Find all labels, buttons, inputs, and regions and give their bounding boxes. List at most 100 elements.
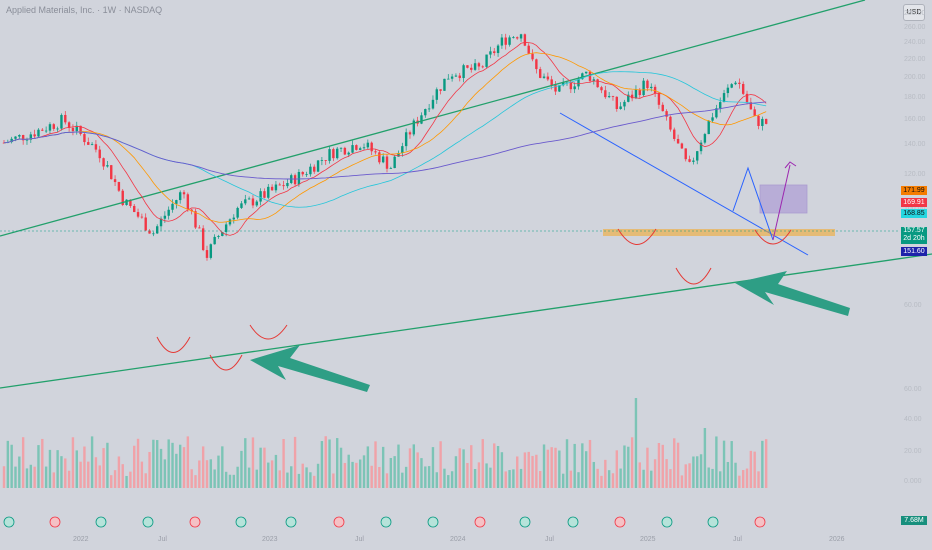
volume-bar bbox=[259, 447, 262, 488]
volume-bar bbox=[508, 470, 511, 488]
candle-body bbox=[734, 82, 737, 85]
candle-body bbox=[259, 191, 262, 202]
candle-body bbox=[458, 75, 461, 79]
bottom-arc-1 bbox=[156, 336, 191, 353]
event-marker bbox=[235, 516, 247, 528]
volume-bar bbox=[539, 471, 542, 488]
volume-bar bbox=[703, 428, 707, 488]
candle-body bbox=[676, 138, 680, 144]
volume-bar bbox=[504, 471, 507, 488]
volume-bar bbox=[309, 472, 312, 488]
candle-body bbox=[194, 211, 197, 228]
candle-body bbox=[600, 87, 603, 91]
candle-body bbox=[305, 174, 308, 176]
volume-bar bbox=[79, 461, 82, 488]
candle-body bbox=[604, 90, 607, 98]
candle-body bbox=[719, 102, 722, 109]
candle-body bbox=[274, 184, 278, 191]
candle-body bbox=[221, 231, 224, 237]
channel-upper-line[interactable] bbox=[0, 0, 866, 237]
currency-button[interactable]: USD bbox=[903, 4, 925, 21]
event-marker bbox=[3, 516, 15, 528]
volume-bar bbox=[282, 439, 285, 488]
candle-body bbox=[623, 101, 626, 107]
candle-body bbox=[753, 109, 756, 116]
volume-bar bbox=[500, 452, 504, 488]
candle-body bbox=[113, 179, 117, 183]
price-badge: 151.60 bbox=[901, 247, 927, 256]
volume-bar bbox=[297, 473, 301, 488]
y-tick-label: 260.00 bbox=[904, 24, 926, 32]
volume-bar bbox=[462, 449, 465, 488]
volume-bar bbox=[106, 442, 109, 488]
volume-bar bbox=[244, 438, 247, 488]
volume-bar bbox=[286, 472, 289, 488]
candle-body bbox=[332, 149, 335, 159]
separator-2: · bbox=[118, 5, 122, 15]
x-tick-label: Jul bbox=[158, 536, 167, 543]
candle-body bbox=[669, 116, 672, 130]
candle-body bbox=[362, 147, 366, 149]
candle-body bbox=[297, 171, 301, 185]
volume-bar bbox=[730, 441, 733, 488]
event-marker bbox=[95, 516, 107, 528]
symbol-legend[interactable]: Applied Materials, Inc. · 1W · NASDAQ bbox=[6, 5, 162, 15]
y-tick-label: 120.00 bbox=[904, 170, 926, 178]
candle-body bbox=[397, 153, 400, 157]
candle-body bbox=[489, 51, 492, 55]
candle-body bbox=[156, 226, 159, 234]
candle-body bbox=[106, 165, 109, 167]
moving-averages bbox=[3, 42, 767, 236]
candle-body bbox=[504, 37, 507, 45]
event-marker bbox=[707, 516, 719, 528]
candle-body bbox=[715, 108, 718, 118]
volume-bar bbox=[646, 447, 649, 488]
candle-body bbox=[224, 224, 228, 232]
volume-bar bbox=[745, 468, 749, 488]
candle-body bbox=[60, 114, 63, 129]
target-box[interactable] bbox=[759, 184, 808, 214]
volume-bar bbox=[427, 466, 431, 488]
candle-body bbox=[385, 156, 389, 169]
separator-1: · bbox=[97, 5, 101, 15]
candle-body bbox=[561, 82, 565, 86]
volume-bar bbox=[87, 461, 90, 488]
volume-bar bbox=[401, 472, 404, 488]
volume-bar bbox=[320, 441, 324, 488]
candle-body bbox=[159, 218, 163, 227]
harmonic-pattern[interactable] bbox=[732, 166, 774, 241]
candle-body bbox=[94, 144, 98, 150]
candle-body bbox=[519, 34, 523, 39]
volume-bar bbox=[512, 469, 515, 488]
candle-body bbox=[546, 76, 550, 80]
projection-arrow[interactable] bbox=[772, 164, 791, 241]
support-zone[interactable] bbox=[603, 229, 835, 236]
event-marker bbox=[661, 516, 673, 528]
y-tick-label: 220.00 bbox=[904, 55, 926, 63]
candle-body bbox=[25, 139, 29, 141]
candle-body bbox=[171, 203, 174, 210]
candle-body bbox=[558, 85, 561, 92]
channel-lower-line[interactable] bbox=[0, 253, 932, 389]
volume-bar bbox=[102, 448, 105, 488]
candle-body bbox=[217, 236, 220, 237]
volume-bar bbox=[726, 462, 730, 488]
candle-body bbox=[680, 143, 684, 149]
event-marker bbox=[567, 516, 579, 528]
volume-bar bbox=[623, 445, 626, 488]
volume-bar bbox=[764, 439, 768, 488]
volume-bar bbox=[669, 469, 672, 488]
volume-bar bbox=[110, 475, 113, 488]
candle-body bbox=[247, 198, 251, 200]
candle-body bbox=[186, 194, 190, 210]
volume-bar bbox=[121, 464, 124, 488]
candle-body bbox=[121, 190, 124, 205]
projection-arrowhead bbox=[784, 161, 797, 169]
candle-body bbox=[90, 144, 94, 146]
volume-bar bbox=[201, 446, 205, 488]
candle-body bbox=[650, 86, 653, 89]
candle-body bbox=[98, 149, 101, 159]
volume-bar bbox=[64, 458, 67, 488]
